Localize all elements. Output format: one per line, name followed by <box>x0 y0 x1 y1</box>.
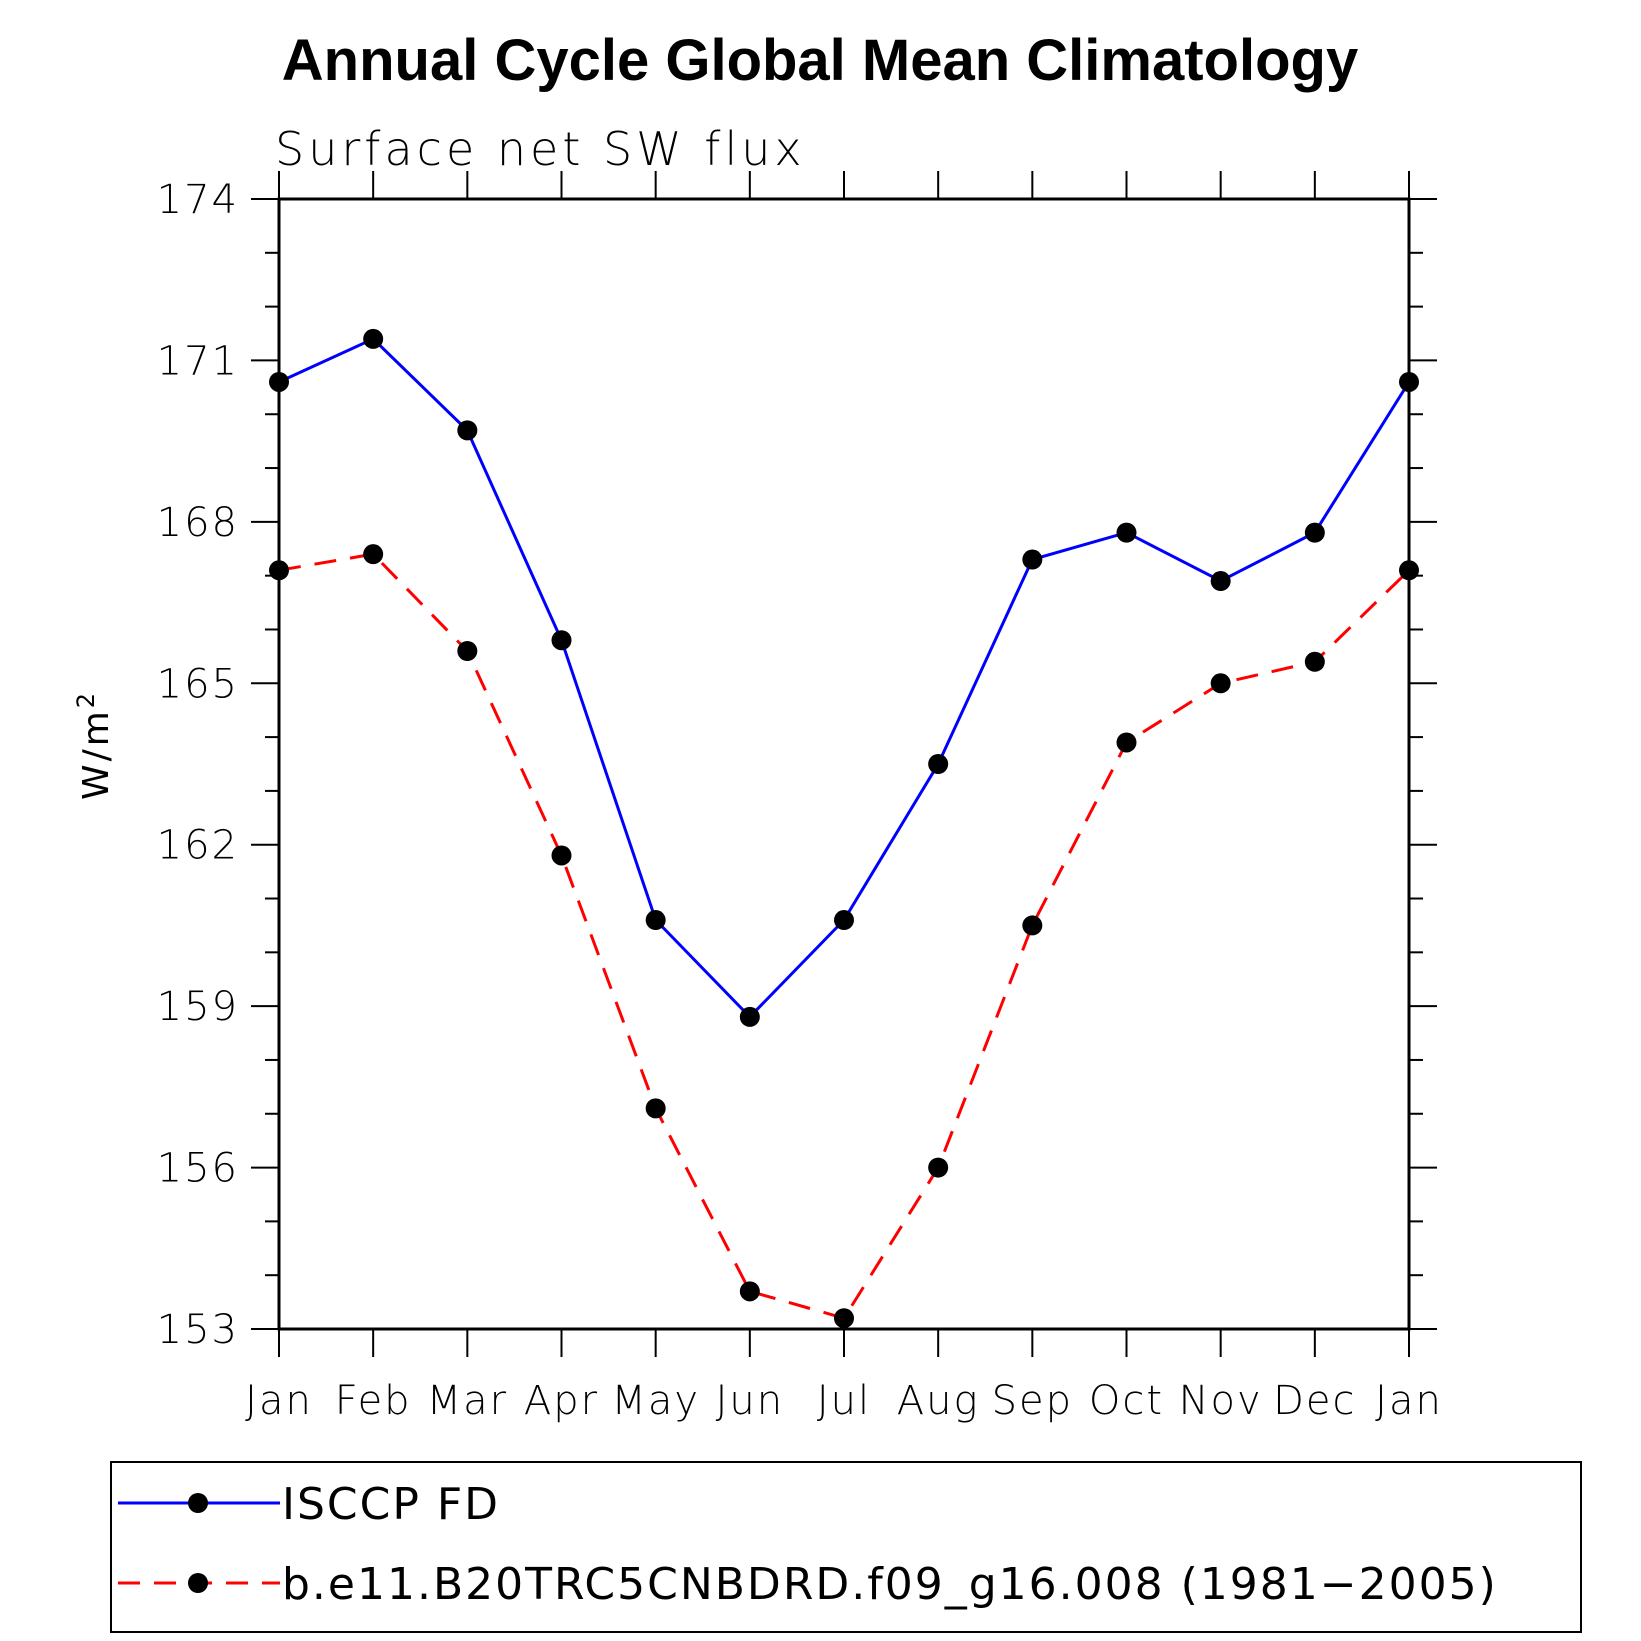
series-1-point <box>739 1281 760 1302</box>
y-tick-label: 174 <box>157 177 239 223</box>
x-tick-label: Jan <box>245 1378 313 1424</box>
chart-title: Annual Cycle Global Mean Climatology <box>282 28 1358 93</box>
x-tick-label: Oct <box>1089 1378 1164 1424</box>
legend-marker-isccp <box>188 1493 208 1513</box>
series-0-point <box>1210 571 1231 592</box>
x-tick-label: May <box>611 1378 700 1424</box>
legend-marker-model <box>188 1573 208 1593</box>
series-0-point <box>551 630 572 651</box>
y-axis-label: W/m2 <box>72 690 117 800</box>
x-axis: Jan Feb Mar Apr May Jun Jul Aug Sep Oct Nov Dec Jan <box>245 171 1443 1424</box>
series-0-point <box>928 754 949 774</box>
series-1-point <box>928 1157 949 1178</box>
series-0-point <box>363 328 384 349</box>
series-0-point <box>739 1006 760 1027</box>
series-1-point <box>1399 560 1419 581</box>
legend: ISCCP FD b.e11.B20TRC5CNBDRD.f09_g16.008… <box>110 1461 1582 1633</box>
series-1-point <box>363 544 384 565</box>
series-0-point <box>1022 549 1043 570</box>
series-layer <box>269 328 1419 1329</box>
series-1-point <box>1022 915 1043 936</box>
series-1-point <box>551 845 572 866</box>
x-tick-label: Apr <box>524 1378 599 1424</box>
y-tick-label: 156 <box>157 1146 239 1192</box>
series-0-point <box>645 910 666 931</box>
series-1-point <box>645 1098 666 1119</box>
y-tick-label: 159 <box>157 984 239 1030</box>
series-1-point <box>834 1308 854 1329</box>
svg-text:W/m2: W/m2 <box>72 690 117 800</box>
series-line-1 <box>278 552 1411 1320</box>
y-tick-label: 171 <box>157 338 239 384</box>
series-1-point <box>1116 732 1137 753</box>
x-tick-label: Jan <box>1375 1378 1443 1424</box>
y-tick-label: 165 <box>157 661 239 707</box>
legend-box <box>110 1461 1582 1633</box>
y-tick-label: 153 <box>157 1307 239 1353</box>
series-1-point <box>457 641 478 661</box>
series-1-point <box>1210 673 1231 694</box>
x-tick-label: Aug <box>897 1378 980 1424</box>
series-0-point <box>1399 371 1419 392</box>
x-tick-label: Mar <box>427 1378 508 1424</box>
chart-subtitle: Surface net SW flux <box>275 122 806 176</box>
plot-frame <box>277 197 1411 1331</box>
y-axis-label-superscript: 2 <box>72 690 100 708</box>
y-tick-label: 162 <box>157 823 239 869</box>
series-1-point <box>269 560 289 581</box>
series-1-point <box>1304 651 1325 672</box>
x-tick-label: Jun <box>716 1378 785 1424</box>
x-tick-label: Jul <box>817 1378 871 1424</box>
y-tick-label: 168 <box>157 500 239 546</box>
series-0-point <box>1304 522 1325 543</box>
y-axis-label-text: W/m <box>76 708 117 800</box>
x-tick-label: Nov <box>1179 1378 1263 1424</box>
series-0-point <box>457 420 478 441</box>
x-tick-label: Dec <box>1273 1378 1356 1424</box>
y-axis: 153 156 159 162 165 168 171 174 <box>157 177 1437 1353</box>
x-tick-label: Sep <box>992 1378 1073 1424</box>
series-0-point <box>834 910 854 931</box>
legend-label-model: b.e11.B20TRC5CNBDRD.f09_g16.008 (1981−20… <box>282 1559 1498 1610</box>
series-0-point <box>269 371 289 392</box>
x-tick-label: Feb <box>335 1378 412 1424</box>
series-0-point <box>1116 522 1137 543</box>
legend-label-isccp: ISCCP FD <box>282 1479 500 1530</box>
